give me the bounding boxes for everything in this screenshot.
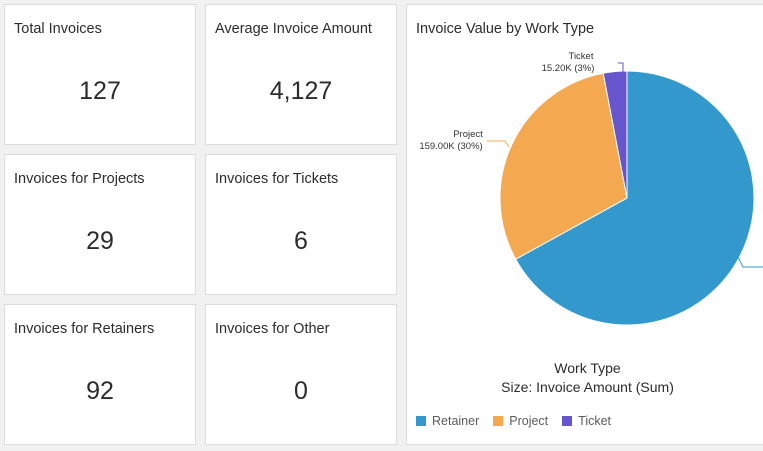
kpi-card-total-invoices[interactable]: Total Invoices 127 [4,4,196,145]
callout-line-ticket [618,62,624,73]
legend-swatch-project [493,416,504,426]
callout-value-project: 159.00K (30%) [419,141,482,152]
legend-label: Ticket [578,414,612,428]
pie-dimension-label: Work Type [554,360,621,376]
legend-item-project[interactable]: Project [493,414,548,428]
callout-label-ticket: Ticket [569,51,594,62]
legend-label: Project [509,414,549,428]
kpi-value: 29 [86,227,114,255]
kpi-value: 0 [294,377,308,405]
callout-line-project [487,140,510,148]
legend-swatch-ticket [562,416,573,426]
legend-item-retainer[interactable]: Retainer [416,414,479,428]
callout-label-project: Project [453,129,483,140]
pie-chart: Ticket 15.20K (3%) Project 159.00K (30%) [419,51,763,326]
kpi-card-invoices-for-retainers[interactable]: Invoices for Retainers 92 [4,304,196,445]
callout-value-ticket: 15.20K (3%) [542,63,595,74]
kpi-value: 4,127 [269,77,333,105]
kpi-value: 127 [79,77,121,105]
pie-slice-ticket[interactable] [602,70,628,199]
kpi-title: Average Invoice Amount [215,21,372,37]
legend-item-ticket[interactable]: Ticket [562,414,611,428]
kpi-card-invoices-for-tickets[interactable]: Invoices for Tickets 6 [205,154,397,295]
kpi-card-invoices-for-other[interactable]: Invoices for Other 0 [205,304,397,445]
chart-card-invoice-value-by-work-type: Invoice Value by Work Type Ticket 15.20K… [406,4,763,445]
kpi-title: Invoices for Other [215,321,330,337]
legend-swatch-retainer [416,416,426,426]
chart-legend: Retainer Project Ticket [416,414,625,428]
chart-title: Invoice Value by Work Type [416,21,595,37]
callout-line-retainer [737,256,763,268]
kpi-value: 92 [86,377,114,405]
pie-slice-retainer[interactable] [515,70,755,326]
kpi-card-average-invoice-amount[interactable]: Average Invoice Amount 4,127 [205,4,397,145]
kpi-title: Invoices for Retainers [14,321,155,337]
kpi-card-invoices-for-projects[interactable]: Invoices for Projects 29 [4,154,196,295]
kpi-title: Invoices for Projects [14,171,145,187]
kpi-title: Invoices for Tickets [215,171,339,187]
kpi-title: Total Invoices [14,21,102,37]
pie-size-label: Size: Invoice Amount (Sum) [501,379,674,395]
legend-label: Retainer [432,414,480,428]
pie-slice-project[interactable] [499,72,628,260]
kpi-value: 6 [294,227,308,255]
